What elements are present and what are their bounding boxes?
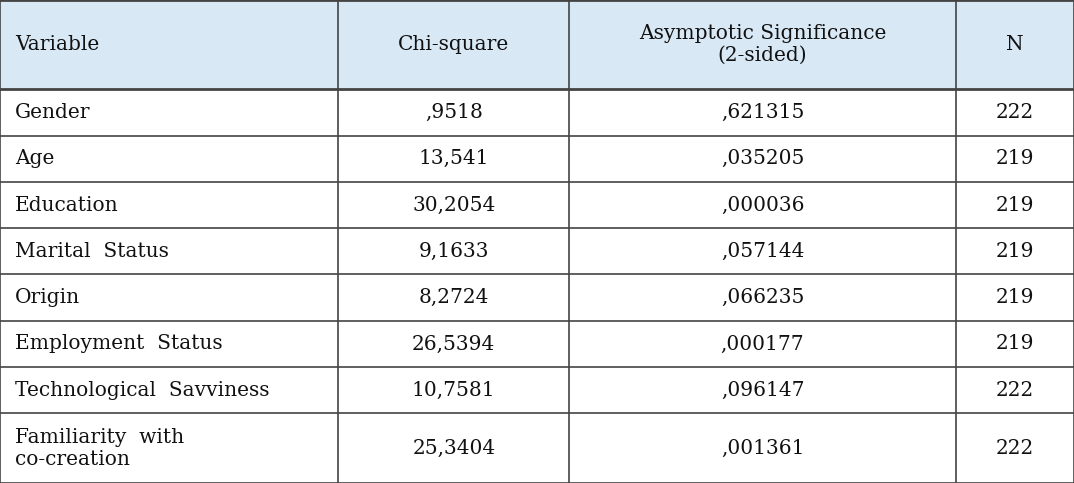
Text: 30,2054: 30,2054 [412, 196, 495, 214]
Bar [0, 182, 1074, 228]
Text: Origin: Origin [15, 288, 81, 307]
Text: 222: 222 [996, 381, 1034, 400]
Text: 9,1633: 9,1633 [419, 242, 489, 261]
Text: Asymptotic Significance
(2-sided): Asymptotic Significance (2-sided) [639, 24, 886, 65]
Text: 219: 219 [996, 149, 1034, 168]
Text: Gender: Gender [15, 103, 90, 122]
Text: 8,2724: 8,2724 [419, 288, 489, 307]
Bar [0, 413, 1074, 483]
Text: 13,541: 13,541 [419, 149, 489, 168]
Text: 222: 222 [996, 439, 1034, 458]
Bar [0, 0, 1074, 89]
Text: 219: 219 [996, 196, 1034, 214]
Text: 219: 219 [996, 288, 1034, 307]
Text: 25,3404: 25,3404 [412, 439, 495, 458]
Text: Marital  Status: Marital Status [15, 242, 169, 261]
Text: 219: 219 [996, 242, 1034, 261]
Text: Age: Age [15, 149, 55, 168]
Text: 222: 222 [996, 103, 1034, 122]
Text: ,000036: ,000036 [721, 196, 804, 214]
Text: ,621315: ,621315 [721, 103, 804, 122]
Text: Familiarity  with
co-creation: Familiarity with co-creation [15, 427, 184, 469]
Text: Employment  Status: Employment Status [15, 334, 222, 354]
Bar [0, 367, 1074, 413]
Bar [0, 136, 1074, 182]
Bar [0, 321, 1074, 367]
Text: ,001361: ,001361 [721, 439, 804, 458]
Bar [0, 228, 1074, 274]
Text: 26,5394: 26,5394 [412, 334, 495, 354]
Text: ,057144: ,057144 [721, 242, 804, 261]
Bar [0, 89, 1074, 136]
Text: ,096147: ,096147 [721, 381, 804, 400]
Text: 219: 219 [996, 334, 1034, 354]
Text: ,066235: ,066235 [721, 288, 804, 307]
Text: 10,7581: 10,7581 [412, 381, 495, 400]
Text: ,9518: ,9518 [425, 103, 482, 122]
Text: N: N [1006, 35, 1024, 54]
Text: Variable: Variable [15, 35, 99, 54]
Text: ,000177: ,000177 [721, 334, 804, 354]
Text: ,035205: ,035205 [721, 149, 804, 168]
Text: Technological  Savviness: Technological Savviness [15, 381, 270, 400]
Text: Chi-square: Chi-square [398, 35, 509, 54]
Text: Education: Education [15, 196, 118, 214]
Bar [0, 274, 1074, 321]
